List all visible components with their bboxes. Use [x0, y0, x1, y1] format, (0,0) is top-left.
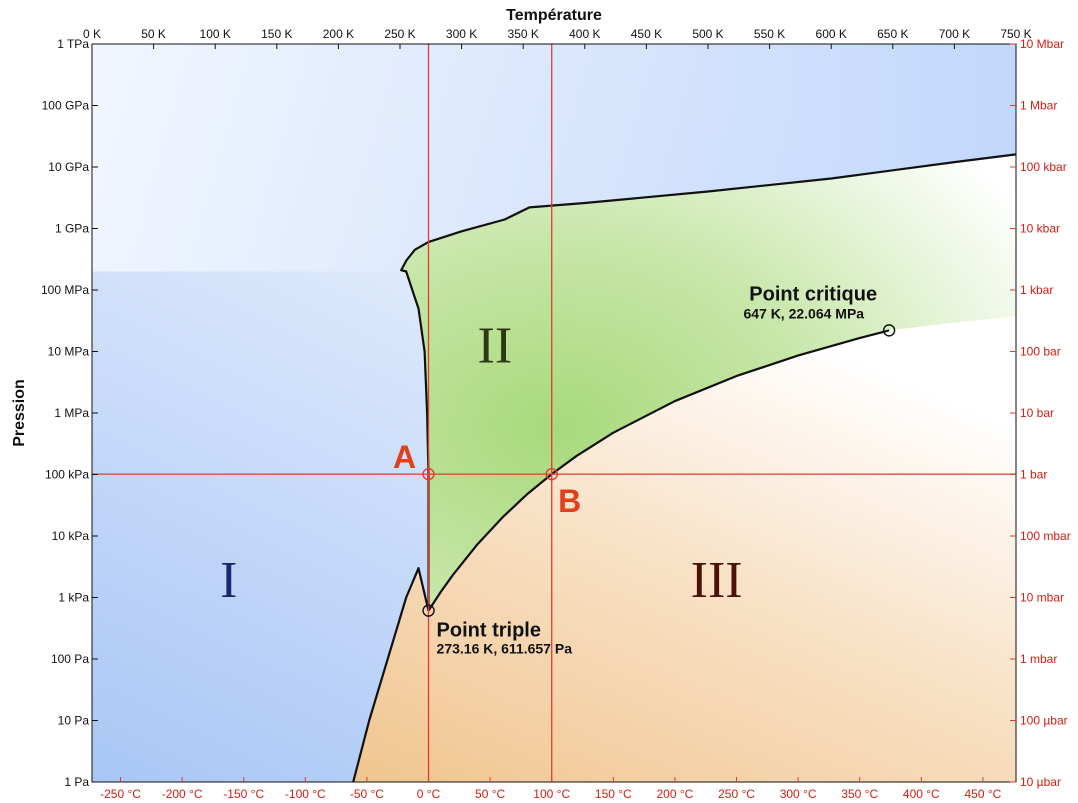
x-top-tick-label: 100 K	[200, 27, 231, 41]
critical-point-title: Point critique	[749, 283, 877, 305]
phase-label-iii: III	[691, 552, 743, 609]
y-left-tick-label: 10 MPa	[48, 345, 90, 359]
y-left-tick-label: 100 GPa	[42, 99, 90, 113]
x-bottom-tick-label: -250 °C	[100, 787, 141, 801]
x-top-tick-label: 250 K	[384, 27, 415, 41]
x-bottom-tick-label: 400 °C	[903, 787, 940, 801]
y-left-tick-label: 1 MPa	[54, 406, 89, 420]
reference-lines	[92, 44, 1016, 782]
x-bottom-tick-label: 350 °C	[841, 787, 878, 801]
x-bottom-tick-label: 450 °C	[965, 787, 1002, 801]
y-right-tick-label: 100 kbar	[1020, 160, 1067, 174]
y-left-tick-label: 100 kPa	[45, 468, 89, 482]
marker-circle-b	[545, 467, 558, 481]
y-left-tick-label: 100 Pa	[51, 652, 89, 666]
phase-label-i: I	[220, 552, 237, 609]
x-bottom-tick-label: 50 °C	[475, 787, 505, 801]
solid-vapor-curve	[352, 567, 430, 783]
y-left-tick-label: 1 Pa	[64, 775, 89, 789]
marker-letter-b: B	[558, 483, 581, 519]
y-right-tick-label: 100 bar	[1020, 345, 1061, 359]
triple-point-detail: 273.16 K, 611.657 Pa	[437, 641, 573, 657]
y-left-tick-label: 1 TPa	[57, 37, 89, 51]
x-top-tick-label: 200 K	[323, 27, 354, 41]
liquid-vapor-curve	[427, 329, 890, 612]
x-top-tick-label: 350 K	[508, 27, 539, 41]
x-bottom-tick-label: -100 °C	[285, 787, 326, 801]
critical-point-marker	[882, 324, 896, 337]
x-top-tick-label: 300 K	[446, 27, 477, 41]
y-axis-title: Pression	[11, 379, 28, 447]
x-top-tick-label: 650 K	[877, 27, 908, 41]
x-bottom-tick-label: 300 °C	[780, 787, 817, 801]
x-axis-title: Température	[506, 7, 602, 24]
y-right-tick-label: 10 bar	[1020, 406, 1054, 420]
y-right-tick-label: 1 bar	[1020, 468, 1047, 482]
marker-circle-a	[422, 467, 435, 481]
axis-ticks: 0 K 50 K 100 K 150 K 200 K 250 K 300 K 350 K 400…	[41, 27, 1071, 801]
solid-region-upper	[92, 44, 1016, 272]
x-top-tick-label: 750 K	[1000, 27, 1031, 41]
y-left-tick-label: 10 Pa	[58, 714, 90, 728]
y-right-tick-label: 10 kbar	[1020, 222, 1060, 236]
x-top-tick-label: 600 K	[816, 27, 847, 41]
y-right-tick-label: 100 mbar	[1020, 529, 1071, 543]
y-left-tick-label: 10 kPa	[52, 529, 90, 543]
y-left-tick-label: 1 GPa	[55, 222, 89, 236]
x-top-tick-label: 0 K	[83, 27, 101, 41]
critical-point-detail: 647 K, 22.064 MPa	[743, 305, 864, 321]
x-bottom-tick-label: -200 °C	[162, 787, 203, 801]
x-bottom-tick-label: 150 °C	[595, 787, 632, 801]
marker-letter-a: A	[393, 439, 416, 475]
x-bottom-tick-label: 250 °C	[718, 787, 755, 801]
x-top-tick-label: 400 K	[569, 27, 600, 41]
phase-regions	[92, 44, 1017, 782]
y-right-tick-label: 10 mbar	[1020, 591, 1064, 605]
x-bottom-tick-label: 0 °C	[417, 787, 441, 801]
y-left-tick-label: 100 MPa	[41, 283, 89, 297]
x-top-tick-label: 50 K	[141, 27, 166, 41]
vapor-region	[353, 316, 1017, 782]
y-right-tick-label: 1 Mbar	[1020, 99, 1057, 113]
y-right-tick-label: 10 µbar	[1020, 775, 1061, 789]
triple-point-marker	[422, 604, 435, 617]
x-bottom-tick-label: 100 °C	[533, 787, 570, 801]
y-left-tick-label: 10 GPa	[48, 160, 89, 174]
triple-point-title: Point triple	[437, 620, 541, 642]
x-bottom-tick-label: -50 °C	[350, 787, 384, 801]
x-bottom-tick-label: -150 °C	[223, 787, 264, 801]
x-top-tick-label: 150 K	[261, 27, 292, 41]
y-right-tick-label: 1 mbar	[1020, 652, 1057, 666]
y-right-tick-label: 100 µbar	[1020, 714, 1068, 728]
y-right-tick-label: 10 Mbar	[1020, 37, 1064, 51]
x-top-tick-label: 550 K	[754, 27, 785, 41]
liquid-region	[401, 154, 1016, 611]
y-left-tick-label: 1 kPa	[58, 591, 89, 605]
x-bottom-tick-label: 200 °C	[657, 787, 694, 801]
y-right-tick-label: 1 kbar	[1020, 283, 1053, 297]
phase-label-ii: II	[478, 317, 513, 374]
x-top-tick-label: 500 K	[692, 27, 723, 41]
x-top-tick-label: 700 K	[939, 27, 970, 41]
x-top-tick-label: 450 K	[631, 27, 662, 41]
